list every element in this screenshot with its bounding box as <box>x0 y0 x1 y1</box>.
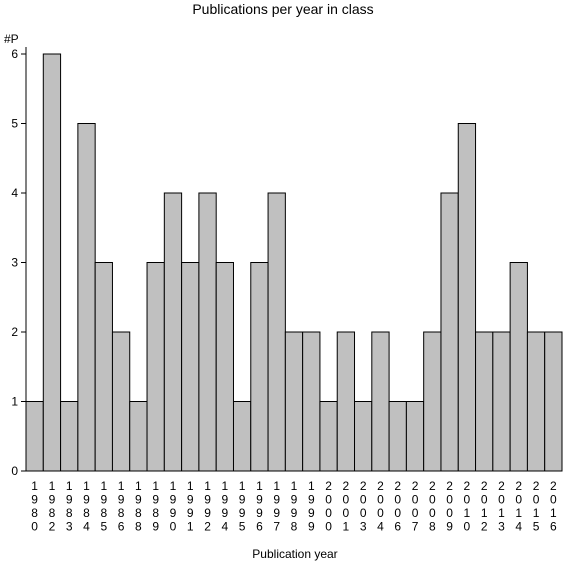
bar-2016 <box>544 331 563 472</box>
x-axis-label: Publication year <box>252 547 337 561</box>
bar-1992 <box>198 192 217 472</box>
y-tick-label: 1 <box>11 395 18 409</box>
bars-group <box>25 53 563 472</box>
bar-1988 <box>129 401 148 472</box>
bar-1996 <box>250 262 269 472</box>
y-tick-label: 3 <box>11 256 18 270</box>
bar-1994 <box>215 262 234 472</box>
bar-2000 <box>319 401 338 472</box>
bar-2003 <box>354 401 373 472</box>
y-tick-label: 4 <box>11 186 18 200</box>
bar-1995 <box>232 401 252 472</box>
bar-1989 <box>146 262 165 472</box>
y-tick-label: 6 <box>11 47 18 61</box>
bar-2006 <box>388 401 407 472</box>
bar-1983 <box>60 401 79 472</box>
bar-2004 <box>371 331 390 472</box>
bar-2001 <box>336 331 356 472</box>
bar-2013 <box>492 331 511 472</box>
bar-1991 <box>181 262 200 472</box>
y-tick-label: 2 <box>11 325 18 339</box>
y-tick-label: 5 <box>11 117 18 131</box>
bar-2010 <box>457 123 477 472</box>
y-axis-label: #P <box>4 32 19 46</box>
bar-1998 <box>284 331 304 472</box>
bar-2012 <box>475 331 494 472</box>
bar-2008 <box>423 331 442 472</box>
y-tick-label: 0 <box>11 464 18 478</box>
bar-1997 <box>267 192 286 472</box>
y-axis: 0 1 2 3 4 5 6 <box>11 47 562 478</box>
bar-1990 <box>163 192 183 472</box>
bar-1986 <box>111 331 131 472</box>
bar-2009 <box>440 192 459 472</box>
bar-2014 <box>509 262 528 472</box>
bar-2015 <box>526 331 546 472</box>
bar-1980 <box>25 401 44 472</box>
bar-1999 <box>302 331 321 472</box>
bar-1984 <box>77 123 96 472</box>
bar-1982 <box>42 53 62 472</box>
chart-title: Publications per year in class <box>192 1 373 17</box>
bar-2007 <box>405 401 425 472</box>
bar-1985 <box>94 262 113 472</box>
x-axis-tick-labels: 1 9 8 0 1 9 8 2 1 9 8 3 1 9 8 4 1 9 8 5 1 9 8 6 1 9 8 8 1 9 8 9 1 9 9 0 1 9 9 1… <box>31 479 557 534</box>
